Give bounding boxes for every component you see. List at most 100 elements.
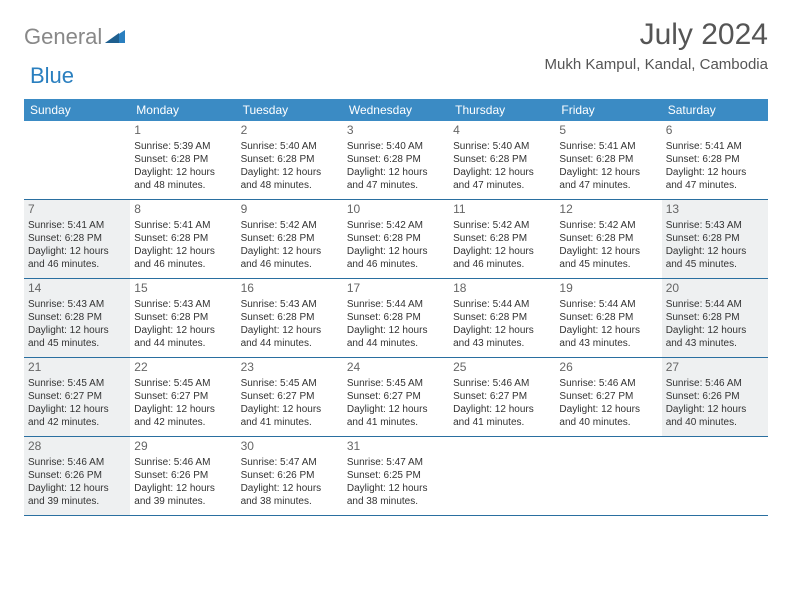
weekday-header-row: SundayMondayTuesdayWednesdayThursdayFrid… <box>24 99 768 121</box>
daylight-text: Daylight: 12 hours and 47 minutes. <box>347 166 445 192</box>
daylight-text: Daylight: 12 hours and 46 minutes. <box>241 245 339 271</box>
weekday-header: Tuesday <box>237 99 343 121</box>
sunrise-text: Sunrise: 5:44 AM <box>666 298 764 311</box>
location: Mukh Kampul, Kandal, Cambodia <box>545 56 768 73</box>
daylight-text: Daylight: 12 hours and 39 minutes. <box>28 482 126 508</box>
day-number: 30 <box>241 439 339 455</box>
day-cell: 28Sunrise: 5:46 AMSunset: 6:26 PMDayligh… <box>24 437 130 515</box>
daylight-text: Daylight: 12 hours and 45 minutes. <box>666 245 764 271</box>
sunset-text: Sunset: 6:26 PM <box>28 469 126 482</box>
day-cell: 27Sunrise: 5:46 AMSunset: 6:26 PMDayligh… <box>662 358 768 436</box>
day-number: 15 <box>134 281 232 297</box>
day-cell: 30Sunrise: 5:47 AMSunset: 6:26 PMDayligh… <box>237 437 343 515</box>
sunrise-text: Sunrise: 5:47 AM <box>241 456 339 469</box>
day-cell: 1Sunrise: 5:39 AMSunset: 6:28 PMDaylight… <box>130 121 236 199</box>
week-row: 28Sunrise: 5:46 AMSunset: 6:26 PMDayligh… <box>24 437 768 516</box>
day-number: 29 <box>134 439 232 455</box>
sunset-text: Sunset: 6:27 PM <box>559 390 657 403</box>
daylight-text: Daylight: 12 hours and 46 minutes. <box>134 245 232 271</box>
day-number: 5 <box>559 123 657 139</box>
sunset-text: Sunset: 6:28 PM <box>347 311 445 324</box>
day-number: 17 <box>347 281 445 297</box>
day-cell: 4Sunrise: 5:40 AMSunset: 6:28 PMDaylight… <box>449 121 555 199</box>
sunrise-text: Sunrise: 5:44 AM <box>559 298 657 311</box>
daylight-text: Daylight: 12 hours and 48 minutes. <box>241 166 339 192</box>
sunset-text: Sunset: 6:26 PM <box>666 390 764 403</box>
sunrise-text: Sunrise: 5:41 AM <box>134 219 232 232</box>
day-number: 6 <box>666 123 764 139</box>
day-cell: 8Sunrise: 5:41 AMSunset: 6:28 PMDaylight… <box>130 200 236 278</box>
sunrise-text: Sunrise: 5:43 AM <box>241 298 339 311</box>
day-cell: 10Sunrise: 5:42 AMSunset: 6:28 PMDayligh… <box>343 200 449 278</box>
sunset-text: Sunset: 6:27 PM <box>28 390 126 403</box>
sunset-text: Sunset: 6:25 PM <box>347 469 445 482</box>
day-cell <box>449 437 555 515</box>
day-number: 16 <box>241 281 339 297</box>
sunset-text: Sunset: 6:27 PM <box>241 390 339 403</box>
sunset-text: Sunset: 6:28 PM <box>453 311 551 324</box>
sunrise-text: Sunrise: 5:44 AM <box>347 298 445 311</box>
day-number: 25 <box>453 360 551 376</box>
sunrise-text: Sunrise: 5:42 AM <box>559 219 657 232</box>
sunrise-text: Sunrise: 5:46 AM <box>28 456 126 469</box>
sunrise-text: Sunrise: 5:46 AM <box>453 377 551 390</box>
sunset-text: Sunset: 6:28 PM <box>241 153 339 166</box>
weekday-header: Friday <box>555 99 661 121</box>
daylight-text: Daylight: 12 hours and 43 minutes. <box>559 324 657 350</box>
sunrise-text: Sunrise: 5:45 AM <box>347 377 445 390</box>
day-cell: 24Sunrise: 5:45 AMSunset: 6:27 PMDayligh… <box>343 358 449 436</box>
daylight-text: Daylight: 12 hours and 44 minutes. <box>134 324 232 350</box>
day-cell: 22Sunrise: 5:45 AMSunset: 6:27 PMDayligh… <box>130 358 236 436</box>
sunset-text: Sunset: 6:28 PM <box>134 311 232 324</box>
sunrise-text: Sunrise: 5:42 AM <box>453 219 551 232</box>
sunrise-text: Sunrise: 5:40 AM <box>453 140 551 153</box>
sunset-text: Sunset: 6:28 PM <box>453 232 551 245</box>
daylight-text: Daylight: 12 hours and 45 minutes. <box>559 245 657 271</box>
daylight-text: Daylight: 12 hours and 44 minutes. <box>241 324 339 350</box>
sunset-text: Sunset: 6:28 PM <box>347 153 445 166</box>
day-number: 2 <box>241 123 339 139</box>
day-cell: 2Sunrise: 5:40 AMSunset: 6:28 PMDaylight… <box>237 121 343 199</box>
day-number: 20 <box>666 281 764 297</box>
calendar: SundayMondayTuesdayWednesdayThursdayFrid… <box>24 99 768 516</box>
sunset-text: Sunset: 6:26 PM <box>241 469 339 482</box>
sunset-text: Sunset: 6:28 PM <box>559 311 657 324</box>
day-number: 1 <box>134 123 232 139</box>
day-number: 27 <box>666 360 764 376</box>
sunset-text: Sunset: 6:28 PM <box>453 153 551 166</box>
day-number: 31 <box>347 439 445 455</box>
day-cell: 19Sunrise: 5:44 AMSunset: 6:28 PMDayligh… <box>555 279 661 357</box>
week-row: 1Sunrise: 5:39 AMSunset: 6:28 PMDaylight… <box>24 121 768 200</box>
day-cell: 31Sunrise: 5:47 AMSunset: 6:25 PMDayligh… <box>343 437 449 515</box>
daylight-text: Daylight: 12 hours and 46 minutes. <box>28 245 126 271</box>
day-cell: 17Sunrise: 5:44 AMSunset: 6:28 PMDayligh… <box>343 279 449 357</box>
daylight-text: Daylight: 12 hours and 40 minutes. <box>559 403 657 429</box>
daylight-text: Daylight: 12 hours and 43 minutes. <box>453 324 551 350</box>
sunrise-text: Sunrise: 5:44 AM <box>453 298 551 311</box>
sunrise-text: Sunrise: 5:41 AM <box>666 140 764 153</box>
day-cell <box>662 437 768 515</box>
sunrise-text: Sunrise: 5:43 AM <box>28 298 126 311</box>
daylight-text: Daylight: 12 hours and 46 minutes. <box>347 245 445 271</box>
weekday-header: Monday <box>130 99 236 121</box>
weekday-header: Sunday <box>24 99 130 121</box>
sunset-text: Sunset: 6:26 PM <box>134 469 232 482</box>
day-cell: 25Sunrise: 5:46 AMSunset: 6:27 PMDayligh… <box>449 358 555 436</box>
daylight-text: Daylight: 12 hours and 42 minutes. <box>28 403 126 429</box>
weekday-header: Wednesday <box>343 99 449 121</box>
daylight-text: Daylight: 12 hours and 38 minutes. <box>241 482 339 508</box>
sunrise-text: Sunrise: 5:46 AM <box>666 377 764 390</box>
day-number: 13 <box>666 202 764 218</box>
weekday-header: Thursday <box>449 99 555 121</box>
daylight-text: Daylight: 12 hours and 47 minutes. <box>453 166 551 192</box>
sunrise-text: Sunrise: 5:45 AM <box>28 377 126 390</box>
sunset-text: Sunset: 6:28 PM <box>241 232 339 245</box>
daylight-text: Daylight: 12 hours and 47 minutes. <box>559 166 657 192</box>
sunset-text: Sunset: 6:28 PM <box>28 232 126 245</box>
daylight-text: Daylight: 12 hours and 38 minutes. <box>347 482 445 508</box>
day-number: 18 <box>453 281 551 297</box>
daylight-text: Daylight: 12 hours and 42 minutes. <box>134 403 232 429</box>
daylight-text: Daylight: 12 hours and 41 minutes. <box>347 403 445 429</box>
sunset-text: Sunset: 6:28 PM <box>666 311 764 324</box>
sunset-text: Sunset: 6:27 PM <box>134 390 232 403</box>
